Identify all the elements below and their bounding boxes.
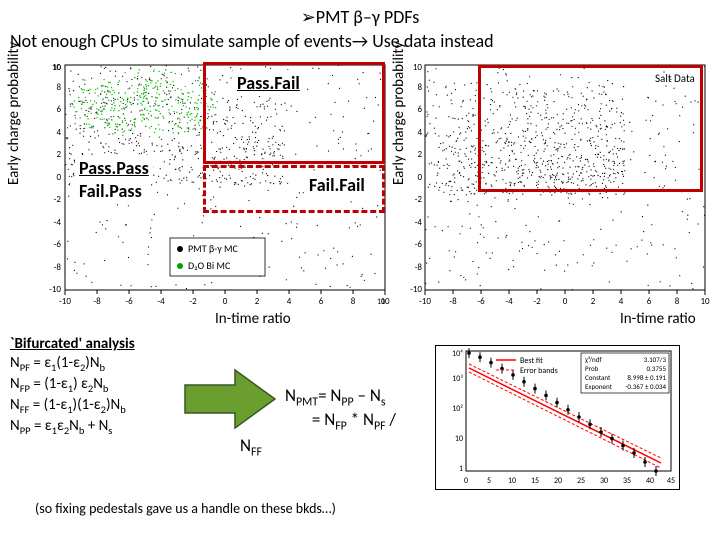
svg-text:10⁴: 10⁴ [452, 349, 463, 359]
svg-text:-8: -8 [93, 296, 101, 307]
svg-text:-6: -6 [477, 296, 485, 307]
svg-text:PMT β-γ MC: PMT β-γ MC [188, 242, 238, 255]
svg-text:D₂O Bi MC: D₂O Bi MC [188, 259, 231, 272]
svg-text:-10: -10 [59, 296, 71, 307]
eq-npp: NPP = ε1ε2Nb + Ns [10, 417, 135, 437]
svg-text:6: 6 [319, 296, 324, 307]
svg-text:Exponent: Exponent [585, 382, 613, 391]
svg-text:-6: -6 [415, 239, 423, 250]
svg-text:-2: -2 [189, 296, 197, 307]
y-axis-label-left: Early charge probability [5, 42, 23, 185]
svg-text:Constant: Constant [585, 373, 611, 382]
svg-text:-4: -4 [157, 296, 165, 307]
svg-text:-8: -8 [449, 296, 457, 307]
eq-nfp: NFP = (1-ε1) ε2Nb [10, 375, 135, 395]
svg-text:4: 4 [287, 296, 292, 307]
svg-text:Error bands: Error bands [520, 366, 558, 376]
svg-text:-4: -4 [505, 296, 513, 307]
svg-text:-6: -6 [54, 239, 62, 250]
svg-text:10: 10 [508, 476, 516, 486]
svg-text:4: 4 [619, 296, 624, 307]
svg-text:10: 10 [413, 62, 423, 73]
subtitle: Not enough CPUs to simulate sample of ev… [10, 30, 494, 52]
svg-text:35: 35 [623, 476, 631, 486]
svg-text:15: 15 [531, 476, 539, 486]
svg-text:0: 0 [56, 172, 61, 183]
svg-text:40: 40 [646, 476, 654, 486]
svg-text:0.3755: 0.3755 [646, 364, 666, 373]
svg-text:Best fit: Best fit [520, 356, 543, 366]
svg-text:6: 6 [417, 104, 422, 115]
svg-text:0: 0 [417, 172, 422, 183]
svg-text:-2: -2 [54, 194, 62, 205]
svg-text:8: 8 [56, 82, 61, 93]
svg-text:10: 10 [53, 63, 61, 73]
svg-text:2: 2 [255, 296, 260, 307]
nff-label: NFF [240, 435, 262, 459]
svg-text:-10: -10 [410, 284, 422, 295]
svg-text:6: 6 [56, 104, 61, 115]
footer-note: (so fixing pedestals gave us a handle on… [35, 500, 336, 517]
svg-text:8: 8 [417, 82, 422, 93]
svg-text:Prob: Prob [585, 364, 599, 373]
svg-text:10³: 10³ [452, 374, 463, 384]
bullet-heading: ➢PMT β–γ PDFs [0, 6, 720, 28]
bifurcated-title: `Bifurcated' analysis [10, 335, 135, 353]
npmt-line1: NPMT= NPP – Ns [285, 385, 396, 409]
label-failfail: Fail.Fail [305, 172, 369, 198]
svg-text:4: 4 [56, 127, 61, 138]
svg-text:2: 2 [56, 149, 61, 160]
svg-text:10: 10 [377, 297, 385, 307]
svg-text:-4: -4 [415, 217, 423, 228]
green-arrow [180, 365, 280, 438]
svg-text:-10: -10 [49, 284, 61, 295]
eq-npf: NPF = ε1(1-ε2)Nb [10, 354, 135, 374]
svg-text:-10: -10 [419, 296, 431, 307]
svg-text:0: 0 [563, 296, 568, 307]
red-box-salt [478, 65, 703, 192]
svg-text:-8: -8 [54, 262, 62, 273]
fit-histogram: 1 10 10² 10³ 10⁴ 0 5 10 15 20 25 30 35 40 45 χ²/n… [435, 345, 680, 490]
x-axis-label-right: In-time ratio [620, 310, 696, 328]
svg-text:-4: -4 [54, 217, 62, 228]
svg-text:8.998 ± 0.191: 8.998 ± 0.191 [627, 373, 666, 382]
svg-text:10²: 10² [452, 404, 463, 414]
npmt-line2: = NFP * NPF / [285, 409, 396, 433]
x-axis-label-left: In-time ratio [215, 310, 291, 328]
svg-text:1: 1 [459, 464, 463, 474]
bifurcated-block: `Bifurcated' analysis NPF = ε1(1-ε2)Nb N… [10, 335, 135, 437]
svg-text:-2: -2 [415, 194, 423, 205]
svg-text:8: 8 [351, 296, 356, 307]
npmt-equations: NPMT= NPP – Ns = NFP * NPF / [285, 385, 396, 434]
svg-text:0: 0 [464, 476, 468, 486]
svg-text:2: 2 [417, 149, 422, 160]
svg-text:-0.367 ± 0.034: -0.367 ± 0.034 [625, 382, 666, 391]
eq-nff: NFF = (1-ε1)(1-ε2)Nb [10, 396, 135, 416]
svg-text:25: 25 [577, 476, 585, 486]
svg-text:30: 30 [600, 476, 608, 486]
svg-text:8: 8 [675, 296, 680, 307]
svg-text:-8: -8 [415, 262, 423, 273]
svg-text:3.107/3: 3.107/3 [644, 355, 667, 364]
svg-text:-6: -6 [125, 296, 133, 307]
svg-text:2: 2 [591, 296, 596, 307]
svg-text:6: 6 [647, 296, 652, 307]
svg-text:10: 10 [700, 296, 710, 307]
label-failpass: Fail.Pass [75, 178, 146, 204]
svg-text:20: 20 [554, 476, 562, 486]
svg-text:-2: -2 [533, 296, 541, 307]
svg-text:4: 4 [417, 127, 422, 138]
svg-text:5: 5 [487, 476, 491, 486]
svg-text:χ²/ndf: χ²/ndf [584, 355, 602, 364]
svg-text:10: 10 [455, 434, 463, 444]
label-passfail: Pass.Fail [233, 70, 304, 96]
svg-text:45: 45 [667, 476, 675, 486]
svg-text:0: 0 [223, 296, 228, 307]
